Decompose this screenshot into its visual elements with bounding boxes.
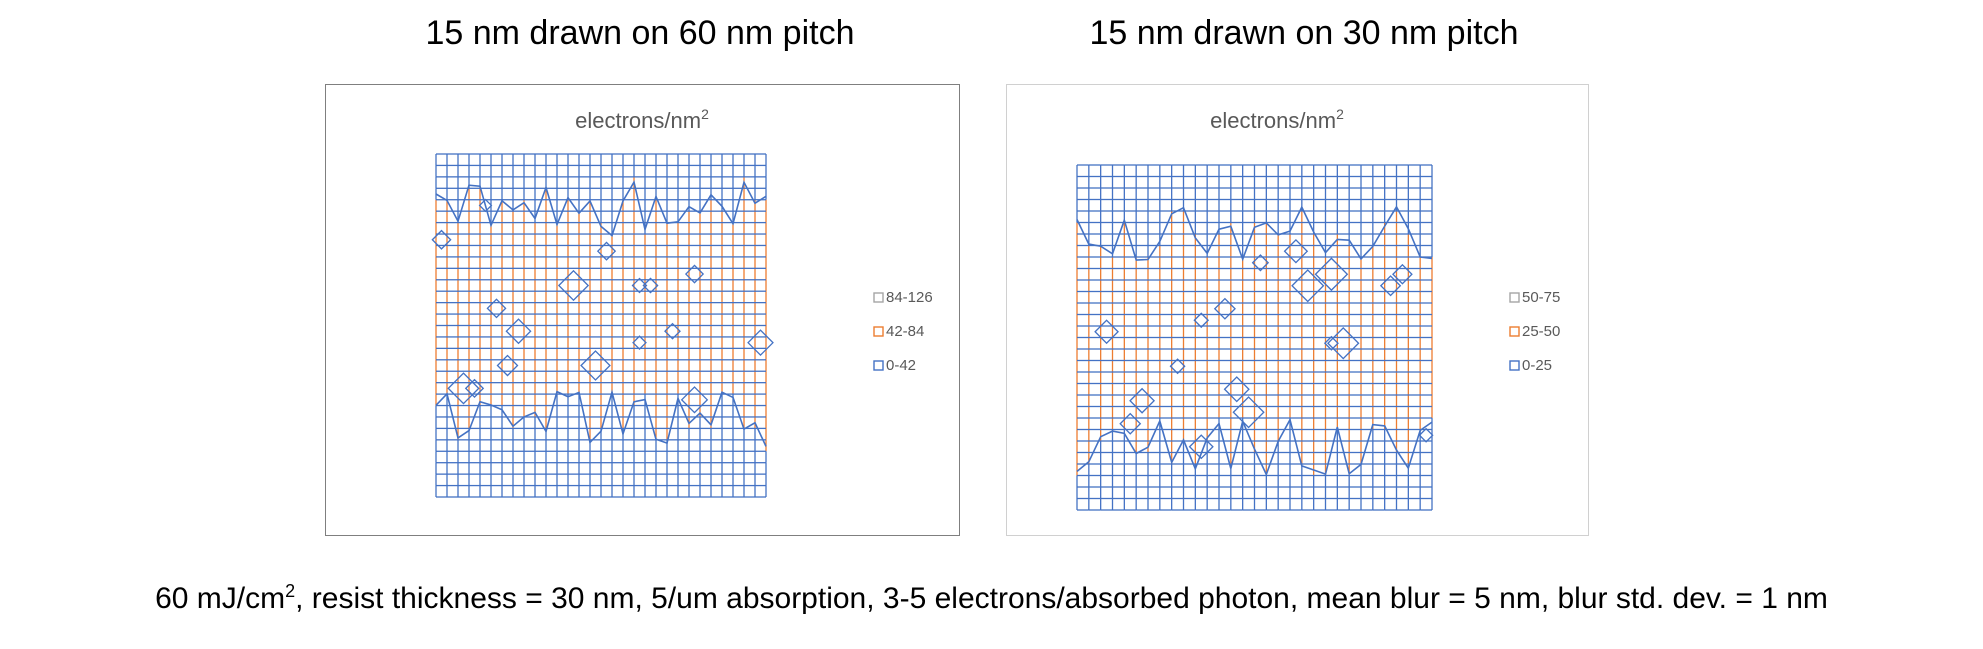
low-density-island (632, 335, 647, 351)
low-density-island (1392, 263, 1413, 285)
low-density-island (496, 354, 519, 377)
contour-chart-right: electrons/nm2 50-75 25-50 0-25 (1076, 106, 1560, 511)
chart-heading-left: 15 nm drawn on 60 nm pitch (425, 14, 855, 52)
low-density-island (631, 277, 648, 294)
low-density-island (1379, 275, 1402, 297)
low-density-island (1251, 254, 1270, 272)
low-density-island (1169, 358, 1186, 375)
low-density-island (596, 241, 617, 261)
low-density-island (1213, 297, 1236, 320)
low-density-island (1094, 319, 1119, 345)
band-contours (431, 179, 774, 447)
legend-swatch (873, 326, 884, 337)
low-density-island (447, 372, 480, 405)
caption-superscript: 2 (285, 581, 296, 601)
low-density-island (478, 198, 493, 213)
legend-label: 50-75 (1522, 289, 1560, 306)
low-density-island (680, 386, 709, 414)
low-density-island (1291, 269, 1325, 303)
low-density-island (1119, 412, 1142, 435)
low-density-island (505, 318, 532, 345)
legend-label: 0-25 (1522, 357, 1552, 374)
low-density-island (747, 329, 774, 357)
low-density-island (1314, 257, 1349, 292)
low-density-island (1418, 427, 1434, 443)
low-density-island (557, 269, 590, 302)
legend-swatch (873, 360, 884, 371)
caption-prefix: 60 mJ/cm (155, 582, 286, 615)
low-density-island (1129, 387, 1156, 414)
legend-label: 84-126 (886, 289, 933, 306)
chart-heading-right: 15 nm drawn on 30 nm pitch (1089, 14, 1519, 52)
caption-suffix: , resist thickness = 30 nm, 5/um absorpt… (295, 582, 1828, 615)
band-contours (1076, 205, 1434, 477)
plot-grid (435, 153, 767, 498)
low-density-island (664, 322, 681, 340)
low-density-island (1327, 327, 1360, 360)
low-density-island (642, 277, 659, 294)
chart-title-superscript: 2 (701, 106, 709, 122)
low-density-island (486, 298, 507, 319)
legend-swatch (1509, 326, 1520, 337)
chart-legend: 50-75 25-50 0-25 (1509, 289, 1560, 374)
legend-swatch (1509, 360, 1520, 371)
chart-legend: 84-126 42-84 0-42 (873, 289, 933, 374)
low-density-island (684, 264, 705, 284)
chart-title-superscript: 2 (1336, 106, 1344, 122)
low-density-island (464, 378, 485, 399)
chart-title: electrons/nm2 (575, 106, 709, 133)
low-density-island (1188, 434, 1214, 460)
low-density-island (1223, 376, 1250, 403)
low-density-island (1232, 396, 1265, 429)
chart-panel-right: electrons/nm2 50-75 25-50 0-25 (1006, 84, 1589, 536)
low-density-island (1323, 335, 1339, 351)
experiment-caption: 60 mJ/cm2, resist thickness = 30 nm, 5/u… (0, 582, 1983, 616)
contour-chart-left: electrons/nm2 84-126 42-84 0-42 (431, 106, 933, 498)
low-density-island (580, 350, 611, 381)
legend-label: 25-50 (1522, 323, 1560, 340)
chart-title: electrons/nm2 (1210, 106, 1344, 133)
legend-swatch (1509, 292, 1520, 303)
chart-panel-left: electrons/nm2 84-126 42-84 0-42 (325, 84, 960, 536)
low-density-island (1283, 239, 1309, 264)
legend-label: 42-84 (886, 323, 924, 340)
plot-grid (1076, 164, 1433, 511)
low-density-island (431, 229, 452, 250)
low-density-island (1193, 312, 1210, 329)
legend-label: 0-42 (886, 357, 916, 374)
legend-swatch (873, 292, 884, 303)
